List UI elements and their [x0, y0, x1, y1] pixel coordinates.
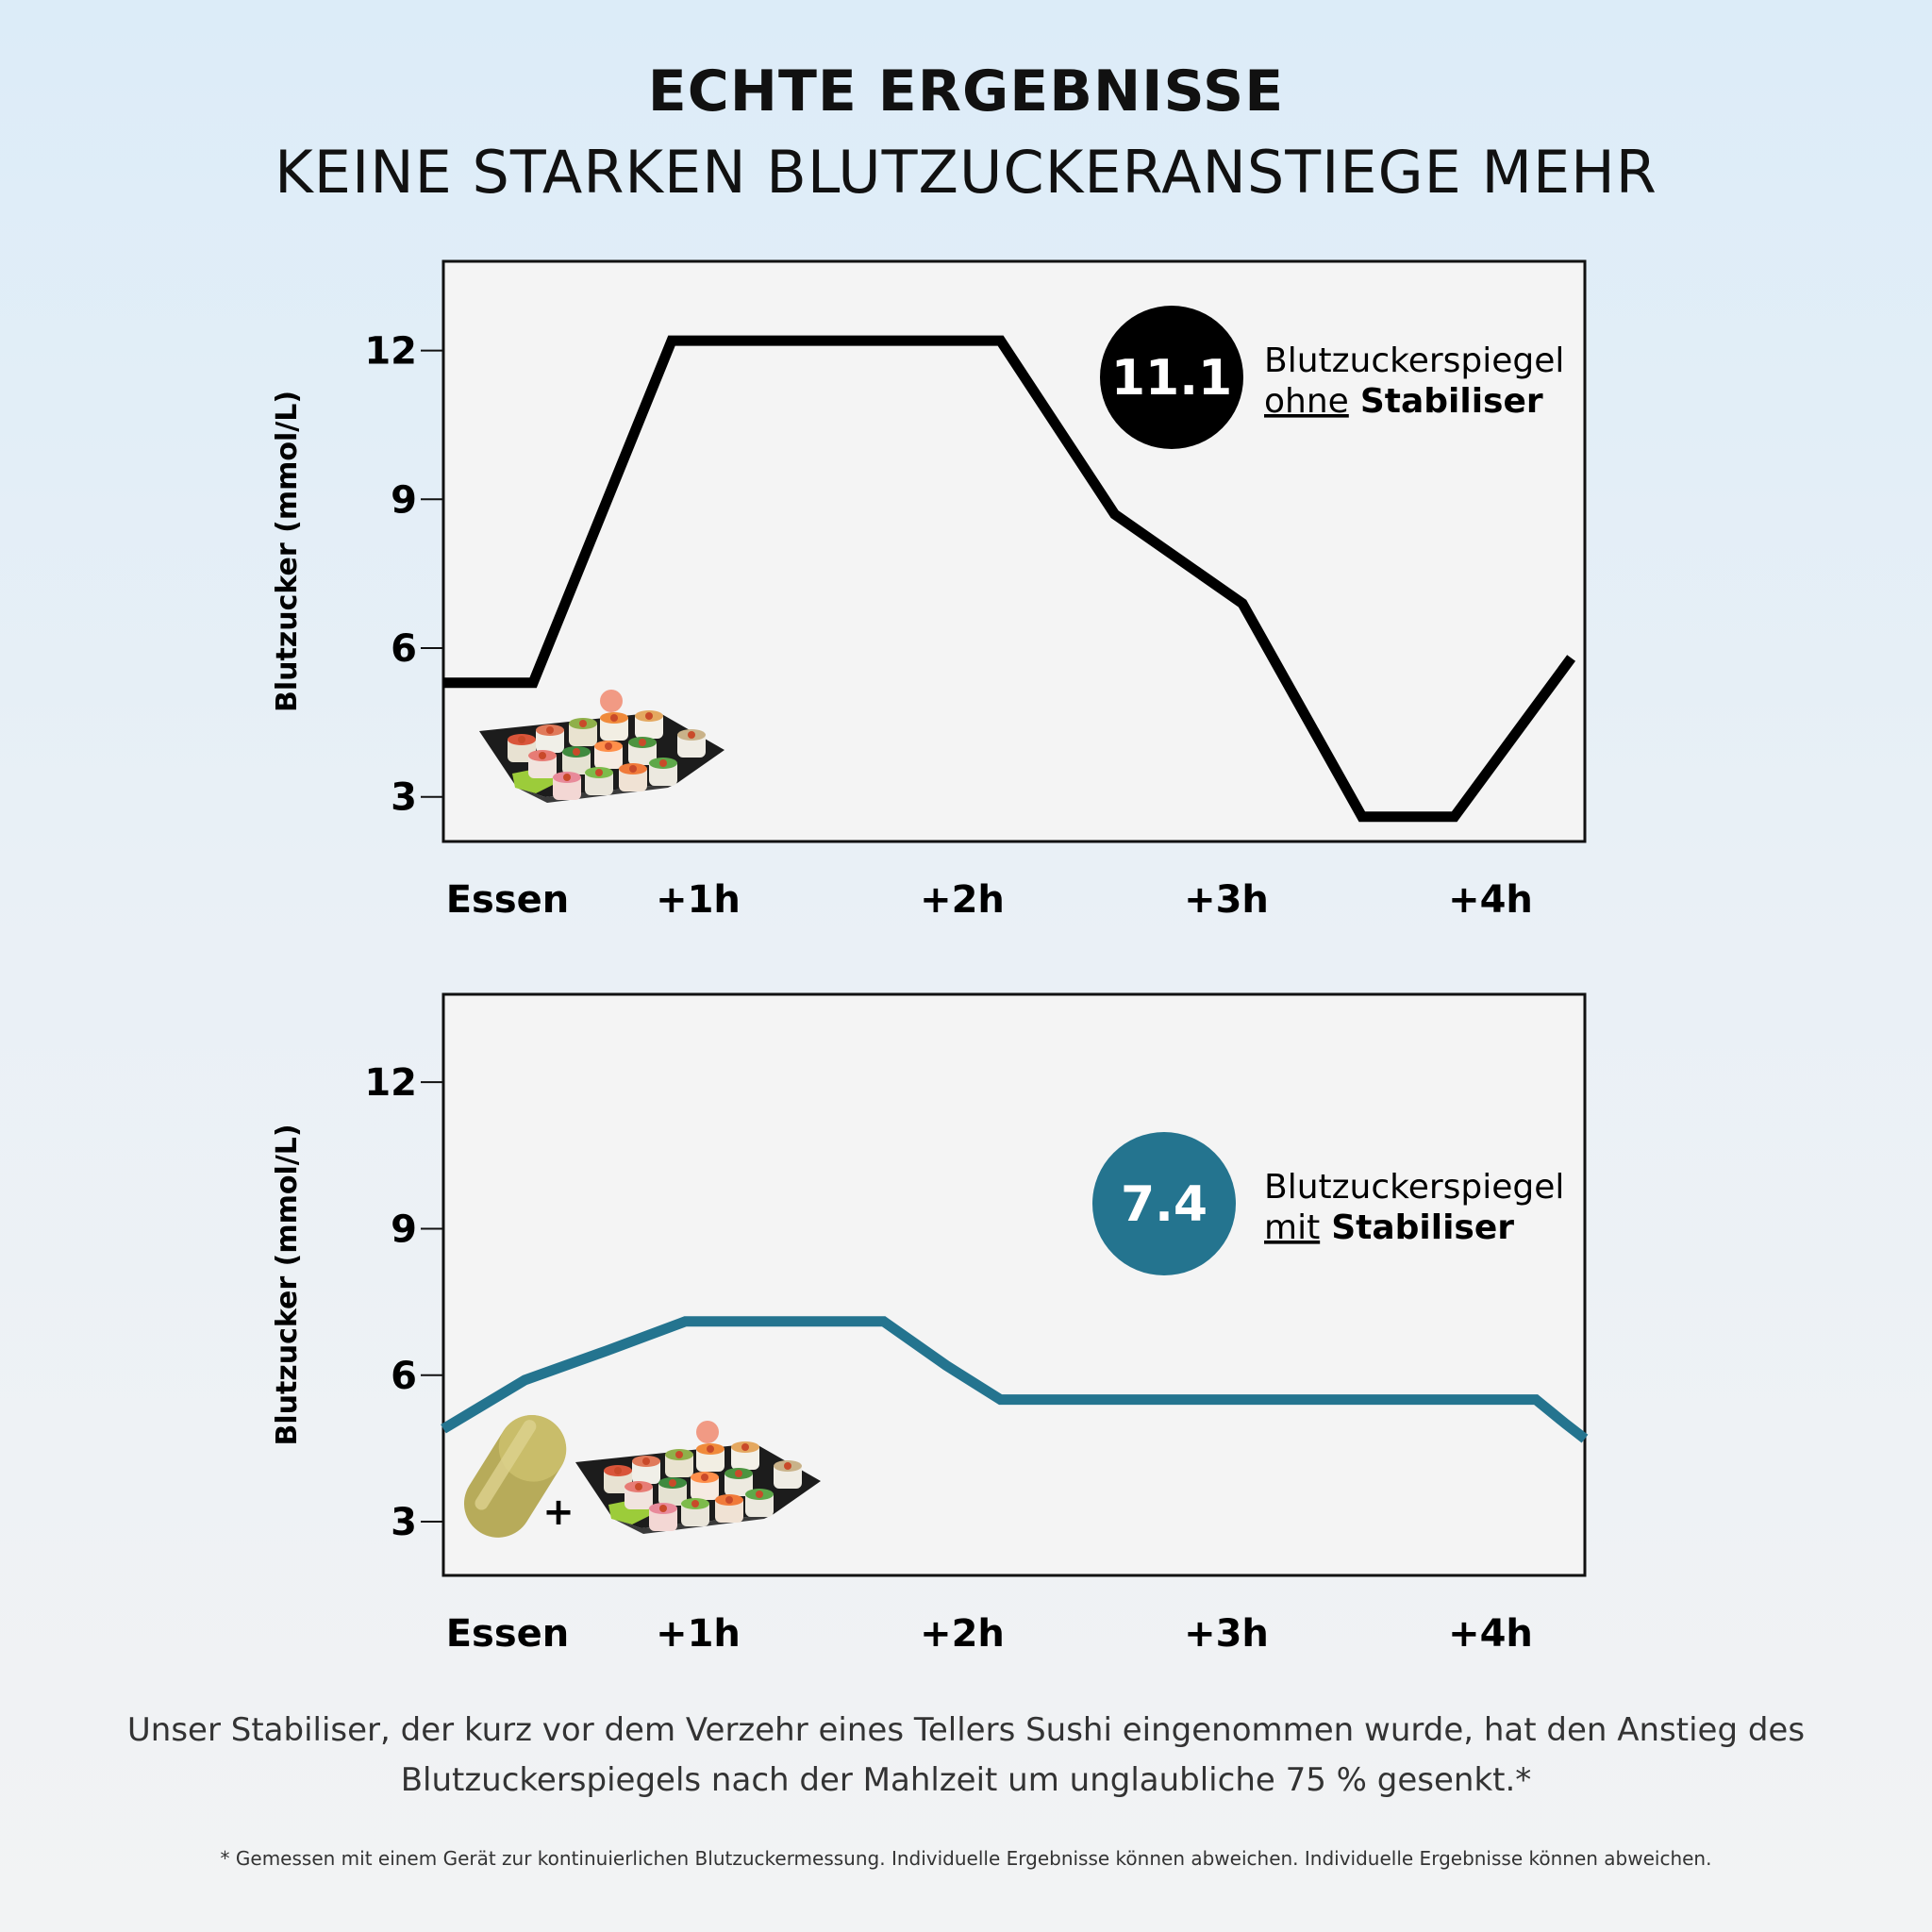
badge-label-underlined: ohne [1264, 382, 1349, 421]
x-tick-label: Essen [446, 1612, 570, 1656]
x-tick-label: +1h [656, 878, 741, 922]
value-badge [1100, 306, 1243, 449]
badge-label-line2: mit Stabiliser [1264, 1208, 1514, 1247]
badge-value: 11.1 [1111, 350, 1232, 407]
y-tick-label: 3 [391, 776, 417, 820]
page-title: ECHTE ERGEBNISSE [647, 58, 1285, 125]
chart-without-stabiliser: 3 6 9 12 Essen +1h +2h +3h +4h Blutzucker (mmol/L… [271, 259, 1587, 922]
x-tick-label: +2h [920, 878, 1005, 922]
summary-line-1: Unser Stabiliser, der kurz vor dem Verze… [126, 1711, 1806, 1749]
badge-label-bold: Stabiliser [1360, 382, 1543, 421]
summary-line-2: Blutzuckerspiegels nach der Mahlzeit um … [400, 1761, 1532, 1799]
y-axis-label: Blutzucker (mmol/L) [271, 391, 304, 712]
badge-value: 7.4 [1121, 1176, 1208, 1233]
capsule-image [463, 1415, 567, 1538]
footnote: * Gemessen mit einem Gerät zur kontinuie… [220, 1847, 1712, 1870]
y-tick-label: 6 [391, 627, 417, 671]
y-tick-label: 12 [364, 1061, 417, 1105]
badge-label-underlined: mit [1264, 1208, 1320, 1247]
value-badge [1092, 1132, 1236, 1275]
chart-with-stabiliser: 3 6 9 12 Essen +1h +2h +3h +4h Blutzucker (mmol/L… [271, 992, 1589, 1656]
badge-label-line2: ohne Stabiliser [1264, 382, 1543, 421]
sushi-plate-image [479, 690, 724, 803]
y-tick-label: 12 [364, 330, 417, 374]
series-line [443, 335, 1576, 823]
x-tick-label: +1h [656, 1612, 741, 1656]
x-tick-label: +4h [1448, 878, 1533, 922]
y-tick-label: 6 [391, 1355, 417, 1398]
summary-text: Unser Stabiliser, der kurz vor dem Verze… [104, 1706, 1828, 1806]
badge-label-line1: Blutzuckerspiegel [1264, 1168, 1564, 1207]
page-subtitle: KEINE STARKEN BLUTZUCKERANSTIEGE MEHR [275, 138, 1657, 207]
y-tick-label: 9 [391, 1208, 417, 1251]
sushi-plate-image [575, 1421, 821, 1534]
x-tick-label: +3h [1184, 1612, 1269, 1656]
x-tick-label: Essen [446, 878, 570, 922]
x-tick-label: +4h [1448, 1612, 1533, 1656]
badge-label-line1: Blutzuckerspiegel [1264, 341, 1564, 380]
x-tick-label: +3h [1184, 878, 1269, 922]
badge-label-bold: Stabiliser [1331, 1208, 1514, 1247]
x-tick-label: +2h [920, 1612, 1005, 1656]
y-tick-label: 3 [391, 1501, 417, 1544]
y-tick-label: 9 [391, 478, 417, 522]
series-line [441, 1316, 1589, 1443]
plus-sign: + [542, 1491, 575, 1534]
y-axis-label: Blutzucker (mmol/L) [271, 1124, 304, 1445]
